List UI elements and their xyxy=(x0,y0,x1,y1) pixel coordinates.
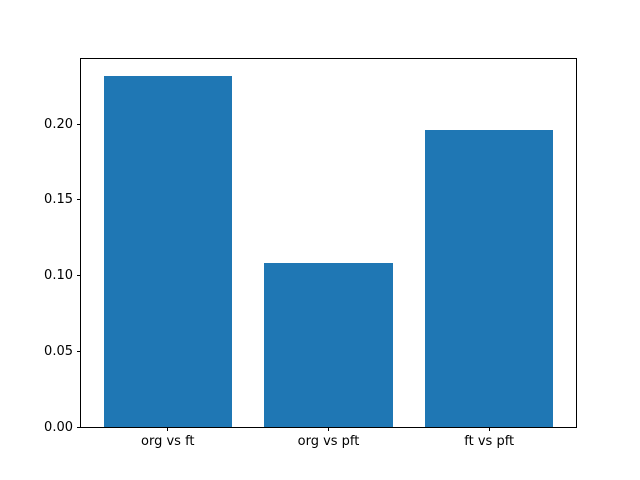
x-axis-tick xyxy=(328,427,329,431)
bar-org-vs-ft xyxy=(103,75,233,427)
bar-org-vs-pft xyxy=(264,263,393,427)
y-axis-tick xyxy=(77,426,81,428)
y-axis-tick xyxy=(77,199,81,201)
y-axis-tick-label: 0.00 xyxy=(44,419,73,435)
y-axis-tick xyxy=(77,123,81,125)
y-axis-tick-label: 0.10 xyxy=(44,268,73,284)
x-axis-tick-label: org vs ft xyxy=(141,434,195,449)
plot-area: 0.00 0.05 0.10 0.15 0.20 org vs ft org vs pft f… xyxy=(44,58,577,449)
x-axis-tick xyxy=(167,427,169,431)
bar-ft-vs-pft xyxy=(424,130,554,427)
x-axis-tick xyxy=(488,427,490,431)
y-axis-tick xyxy=(77,275,81,277)
x-axis-tick-label: ft vs pft xyxy=(464,434,515,449)
x-axis-tick-label: org vs pft xyxy=(297,434,360,449)
y-axis-tick-label: 0.15 xyxy=(44,192,73,208)
y-axis-tick xyxy=(77,350,81,352)
y-axis-tick-label: 0.05 xyxy=(44,343,73,359)
y-axis-tick-label: 0.20 xyxy=(44,116,73,132)
